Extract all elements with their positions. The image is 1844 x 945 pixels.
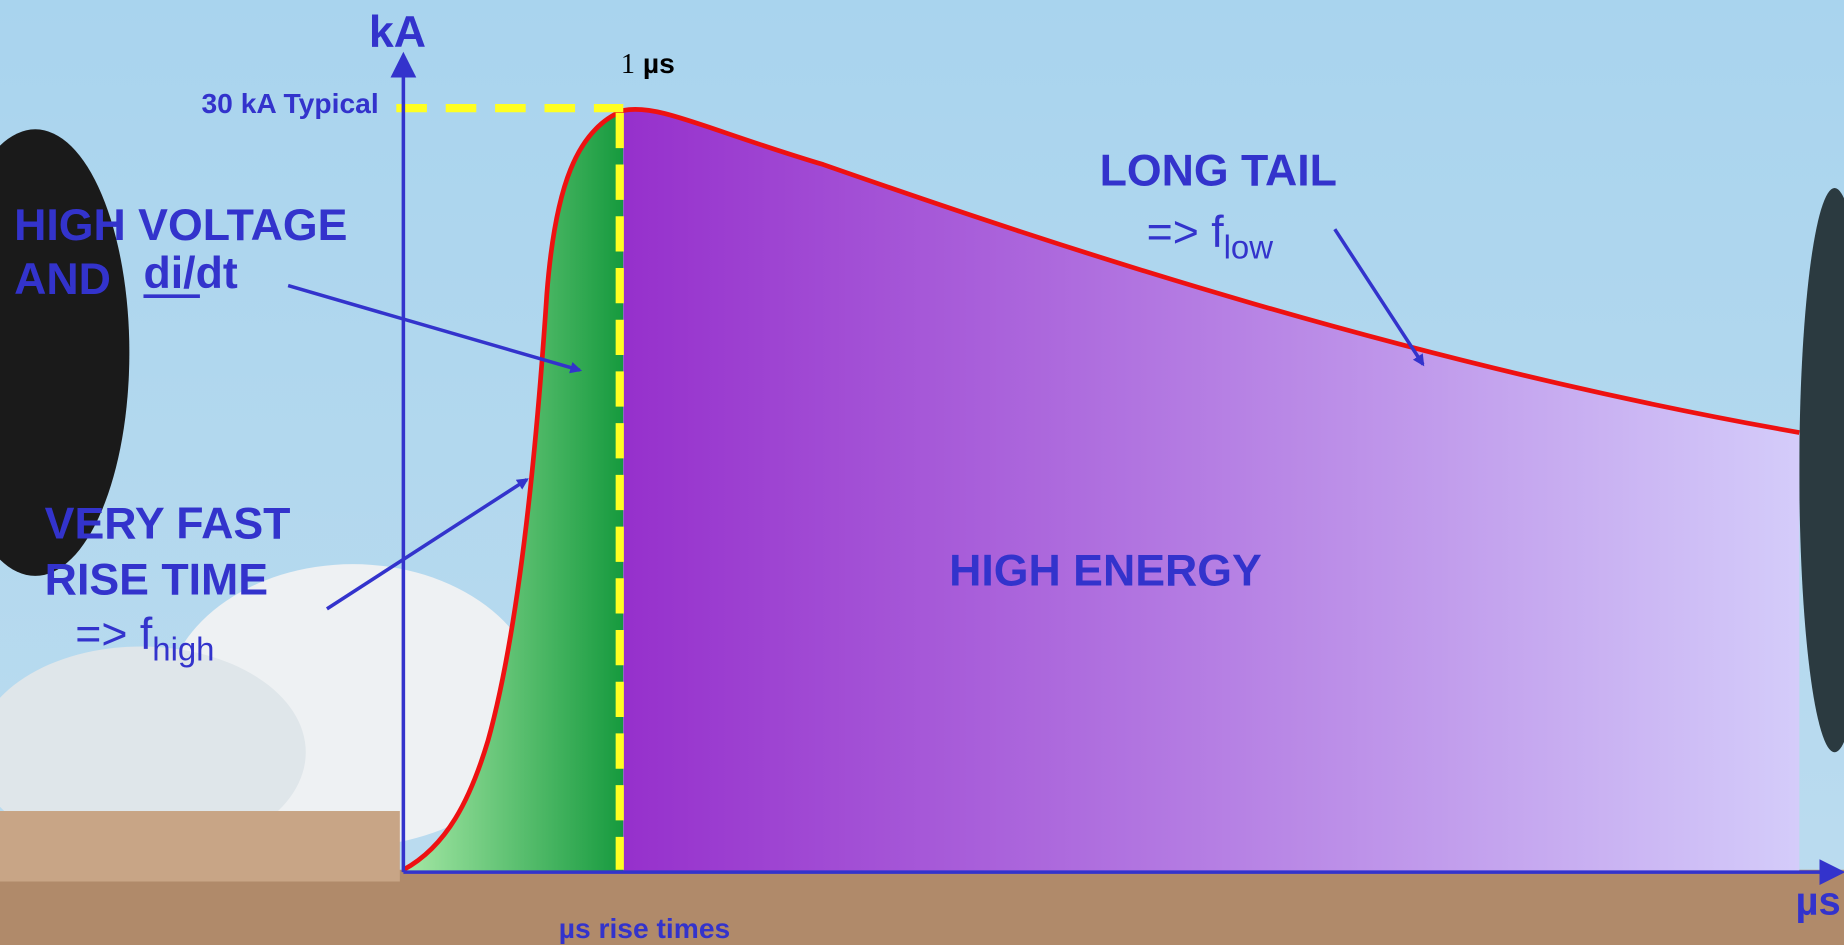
annotation-text: LONG TAIL <box>1100 147 1337 196</box>
peak-label: 30 kA Typical <box>201 87 378 119</box>
annotation-text: => flow <box>1147 208 1274 266</box>
annotation-text: => fhigh <box>75 610 214 668</box>
area-label: HIGH ENERGY <box>949 546 1262 595</box>
annotation-text: HIGH VOLTAGE <box>14 201 347 250</box>
annotation-text: RISE TIME <box>45 556 268 605</box>
arrow <box>325 478 529 611</box>
tail-area <box>623 109 1800 873</box>
rise-area <box>403 110 624 873</box>
cloud <box>0 646 306 858</box>
subscript: high <box>152 631 214 668</box>
subscript: low <box>1224 229 1274 266</box>
frequency-text: => f <box>1147 208 1225 257</box>
peak-time-value: 1 <box>621 49 635 80</box>
rise-times-label: µs rise times <box>559 912 731 944</box>
tree <box>1799 188 1844 753</box>
annotation-text: VERY FAST <box>45 499 291 548</box>
tree <box>0 129 130 576</box>
x-axis-label: µs <box>1795 879 1840 923</box>
annotation-text: AND <box>14 255 111 304</box>
arrow <box>287 283 583 374</box>
peak-time: 1 µs <box>621 47 675 80</box>
y-axis-label: kA <box>369 8 426 57</box>
ground <box>0 811 400 882</box>
current-curve <box>402 107 1800 872</box>
waveform-area <box>402 107 1800 873</box>
ground <box>0 869 1844 945</box>
frequency-text: => f <box>75 610 153 659</box>
annotation-term: di/dt <box>143 249 237 298</box>
peak-time-unit: µs <box>643 47 675 79</box>
arrow <box>1333 228 1425 367</box>
